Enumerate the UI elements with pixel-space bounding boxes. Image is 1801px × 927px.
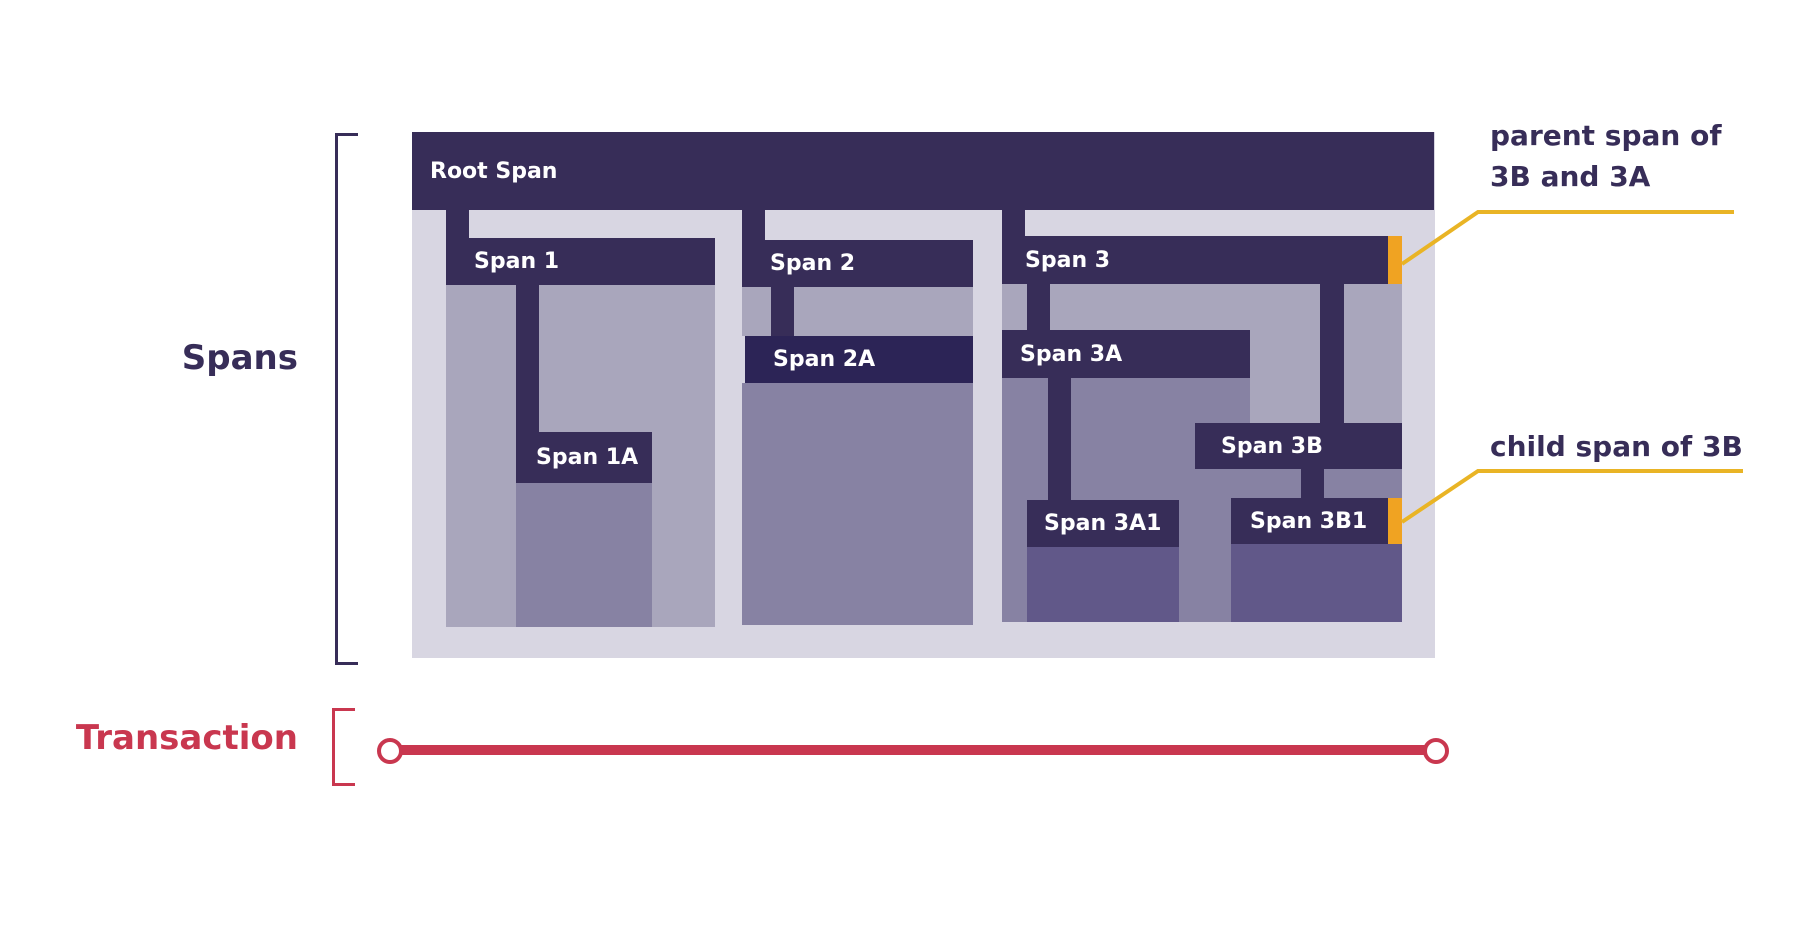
root-span: Root Span [412,132,1434,210]
spans-label: Spans [181,338,298,378]
span-3a1-duration [1027,547,1179,622]
child-callout-line [1400,469,1743,524]
span-2a-duration [742,383,973,625]
spans-bracket [335,133,358,665]
transaction-end-marker [1423,738,1449,764]
parent-callout-label-line-1: parent span of [1490,119,1722,152]
span-3: Span 3 [1002,236,1402,284]
parent-callout-line [1400,210,1734,266]
span-3b1-highlight [1388,498,1402,544]
connector-root-span-2 [742,210,765,240]
child-callout-label: child span of 3B [1490,430,1743,463]
span-1a: Span 1A [516,432,652,483]
span-1: Span 1 [446,238,715,285]
parent-callout-label-line-2: 3B and 3A [1490,160,1651,193]
span-3a: Span 3A [1002,330,1250,378]
transaction-start-marker [377,738,403,764]
span-1a-duration [516,483,652,627]
span-3b1: Span 3B1 [1231,498,1402,544]
connector-span-3-3b [1320,284,1344,423]
span-2a: Span 2A [745,336,973,383]
span-3-highlight [1388,236,1402,284]
connector-span-2-2a [771,287,794,336]
transaction-label: Transaction [75,718,298,758]
connector-span-3a-3a1 [1048,378,1071,500]
span-2: Span 2 [742,240,973,287]
span-3a1: Span 3A1 [1027,500,1179,547]
connector-span-3b-3b1 [1301,469,1324,498]
span-3b: Span 3B [1195,423,1402,469]
connector-span-3-3a [1027,284,1050,330]
connector-span-1-1a [516,285,539,432]
span-3b1-duration [1231,544,1402,622]
connector-root-span-1 [446,210,469,238]
transaction-bracket [332,708,355,786]
connector-root-span-3 [1002,210,1025,236]
transaction-line [389,745,1435,755]
